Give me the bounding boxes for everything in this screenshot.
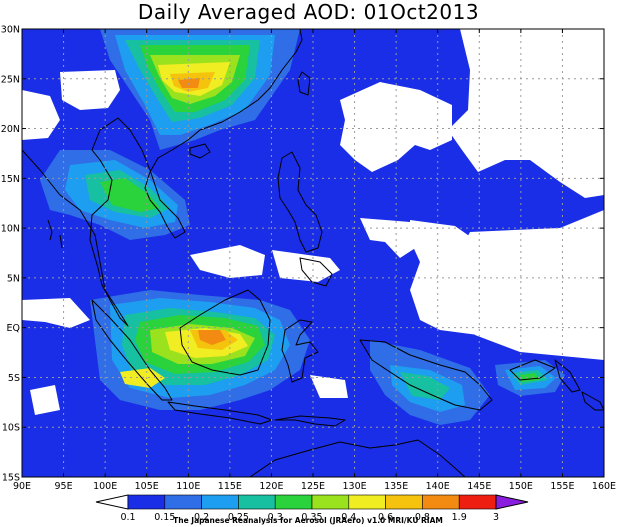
colorbar-label: 0.35 [301, 512, 322, 523]
lon-tick-label: 90E [13, 481, 31, 492]
lon-tick-label: 95E [55, 481, 73, 492]
lat-tick-label: 30N [1, 25, 20, 36]
colorbar-label: 0.25 [228, 512, 249, 523]
colorbar-label: 0.4 [341, 512, 356, 523]
lon-tick-label: 130E [343, 481, 367, 492]
colorbar-label: 0.2 [194, 512, 209, 523]
colorbar-label: 1.9 [452, 512, 467, 523]
lon-tick-label: 100E [93, 481, 117, 492]
colorbar-swatch [127, 494, 166, 510]
colorbar-swatch [385, 494, 423, 510]
lon-tick-label: 155E [550, 481, 574, 492]
coastlines [22, 29, 604, 477]
colorbar-swatch [348, 494, 386, 510]
lon-tick-label: 160E [592, 481, 616, 492]
lon-tick-label: 140E [426, 481, 450, 492]
lon-tick-label: 150E [509, 481, 533, 492]
lat-tick-label: 10N [1, 224, 20, 235]
colorbar-swatch [238, 494, 276, 510]
aod-low-region [360, 218, 420, 258]
lat-tick-label: 10S [2, 423, 20, 434]
longitude-labels: 90E 95E 100E 105E 110E 115E 120E 125E 130E 135E 14… [13, 481, 616, 492]
aod-low-region [60, 70, 120, 110]
colorbar-swatch [311, 494, 350, 510]
colorbar-low-triangle [95, 494, 129, 510]
colorbar-swatch [201, 494, 239, 510]
colorbar-label: 0.8 [415, 512, 430, 523]
aod-low-region [190, 245, 265, 278]
map-title: Daily Averaged AOD: 01Oct2013 [137, 0, 480, 24]
colorbar-label: 0.15 [154, 512, 175, 523]
aod-low-region [272, 250, 340, 282]
colorbar-high-triangle [495, 494, 529, 510]
axis-ticks [21, 28, 605, 478]
map-gridlines [22, 29, 604, 477]
lon-tick-label: 120E [259, 481, 283, 492]
aod-low-region [22, 298, 90, 328]
credit-text: The Japanese Reanalysis for Aerosol (JRA… [173, 516, 443, 525]
lat-tick-label: EQ [7, 323, 20, 334]
colorbar-swatch [422, 494, 460, 510]
colorbar-label: 0.3 [268, 512, 283, 523]
lon-tick-label: 145E [467, 481, 491, 492]
aod-field [22, 29, 604, 477]
aod-level-teal [400, 372, 450, 400]
colorbar-label: 0.6 [378, 512, 393, 523]
colorbar-swatch [458, 494, 497, 510]
lat-tick-label: 15N [1, 174, 20, 185]
aod-level-orange [198, 330, 226, 345]
lon-tick-label: 105E [135, 481, 159, 492]
lon-tick-label: 125E [301, 481, 325, 492]
lat-tick-label: 25N [1, 74, 20, 85]
lon-tick-label: 135E [384, 481, 408, 492]
lon-tick-label: 115E [218, 481, 242, 492]
aod-level-green [100, 178, 160, 212]
lat-tick-label: 20N [1, 124, 20, 135]
lat-tick-label: 15S [2, 473, 20, 484]
colorbar-swatch [274, 494, 313, 510]
aod-low-region [448, 29, 604, 198]
latitude-labels: 15S 10S 5S EQ 5N 10N 15N 20N 25N 30N [1, 25, 20, 484]
aod-level-orange [178, 78, 200, 88]
colorbar: 0.1 0.15 0.2 0.25 0.3 0.35 0.4 0.6 0.8 1.9 3 [95, 494, 529, 523]
lat-tick-label: 5N [7, 273, 20, 284]
lat-tick-label: 5S [8, 373, 20, 384]
aod-low-region [22, 90, 60, 140]
colorbar-label: 3 [493, 512, 499, 523]
colorbar-label: 0.1 [120, 512, 135, 523]
aod-low-region [30, 385, 60, 415]
colorbar-swatch [164, 494, 202, 510]
lon-tick-label: 110E [176, 481, 200, 492]
aod-low-region [310, 375, 348, 398]
